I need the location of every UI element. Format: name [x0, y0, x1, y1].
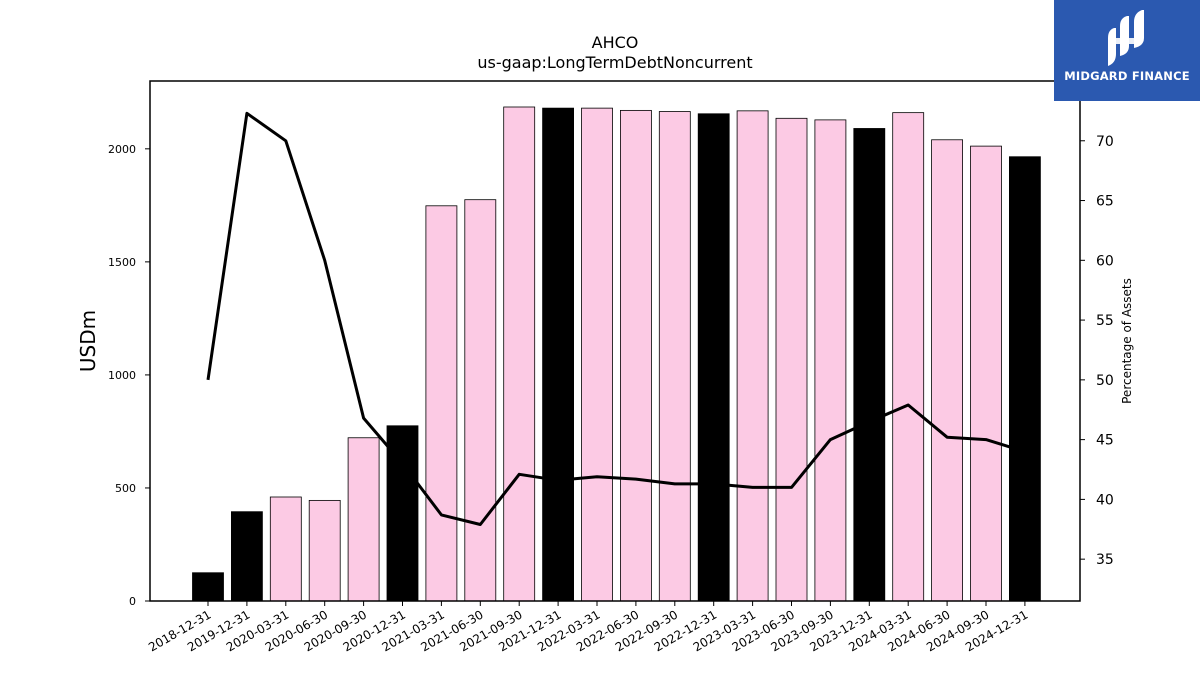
bar-2022-03-31 [581, 107, 613, 602]
bar-2019-12-31 [230, 511, 263, 602]
bar-2023-09-30 [814, 119, 847, 602]
y2-tick-label: 45 [1096, 433, 1114, 449]
y-tick-label: 1500 [108, 256, 136, 269]
y-tick-label: 2000 [108, 143, 136, 156]
brand-name: MIDGARD FINANCE [1064, 69, 1190, 83]
bar-2023-06-30 [775, 117, 808, 602]
brand-logo: MIDGARD FINANCE [1054, 0, 1200, 101]
y-tick-label: 1000 [108, 369, 136, 382]
bar-2022-06-30 [620, 109, 652, 602]
left-axis: 0 500 1000 1500 2000 [108, 143, 150, 608]
line-group [206, 111, 1026, 526]
bar-2023-03-31 [736, 110, 769, 602]
bar-2021-03-31 [425, 205, 458, 602]
bar-2020-09-30 [347, 437, 380, 602]
y2-tick-label: 55 [1096, 313, 1114, 329]
plot-frame [149, 80, 1081, 602]
bar-2021-09-30 [503, 106, 536, 602]
bar-2024-09-30 [970, 145, 1002, 602]
bar-2020-06-30 [308, 499, 341, 602]
bar-2021-06-30 [464, 199, 497, 602]
bar-2020-03-31 [269, 496, 302, 602]
chart-title: AHCO [592, 33, 639, 52]
y2-tick-label: 40 [1096, 492, 1114, 508]
y2-tick-label: 60 [1096, 253, 1114, 269]
bar-2018-12-31 [192, 572, 224, 602]
bar-2024-03-31 [892, 112, 925, 602]
y2-tick-label: 35 [1096, 552, 1114, 568]
y-axis-label: USDm [76, 310, 100, 372]
x-axis: 2018-12-312019-12-312020-03-312020-06-30… [146, 601, 1030, 654]
chart-subtitle: us-gaap:LongTermDebtNoncurrent [477, 53, 752, 72]
bar-2021-12-31 [542, 107, 574, 602]
right-axis: 35 40 45 50 55 60 65 70 [1080, 134, 1114, 568]
y-tick-label: 500 [115, 482, 136, 495]
percentage-line [206, 111, 1026, 526]
bar-2024-06-30 [931, 139, 963, 602]
bar-2024-12-31 [1009, 156, 1041, 602]
bar-2022-09-30 [658, 111, 691, 602]
brand-logo-icon [1108, 10, 1144, 66]
y2-tick-label: 65 [1096, 194, 1114, 210]
bar-2022-12-31 [697, 113, 730, 602]
y-tick-label: 0 [129, 595, 136, 608]
y2-tick-label: 70 [1096, 134, 1114, 150]
y2-axis-label: Percentage of Assets [1120, 278, 1134, 404]
bar-2020-12-31 [386, 425, 419, 602]
y2-tick-label: 50 [1096, 373, 1114, 389]
bar-2023-12-31 [853, 128, 886, 602]
bars-group [192, 106, 1041, 602]
